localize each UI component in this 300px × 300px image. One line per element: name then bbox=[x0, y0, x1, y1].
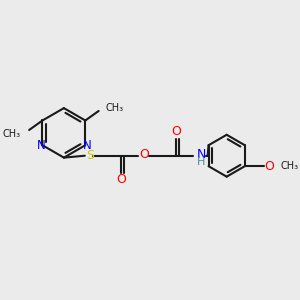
Text: O: O bbox=[265, 160, 275, 173]
Text: O: O bbox=[139, 148, 149, 161]
Text: N: N bbox=[37, 139, 46, 152]
Text: N: N bbox=[196, 148, 206, 161]
Text: S: S bbox=[86, 149, 94, 162]
Text: O: O bbox=[116, 173, 126, 186]
Text: CH₃: CH₃ bbox=[281, 161, 299, 171]
Text: CH₃: CH₃ bbox=[105, 103, 123, 113]
Text: CH₃: CH₃ bbox=[2, 129, 21, 139]
Text: O: O bbox=[171, 125, 181, 138]
Text: H: H bbox=[197, 158, 205, 167]
Text: N: N bbox=[83, 139, 92, 152]
